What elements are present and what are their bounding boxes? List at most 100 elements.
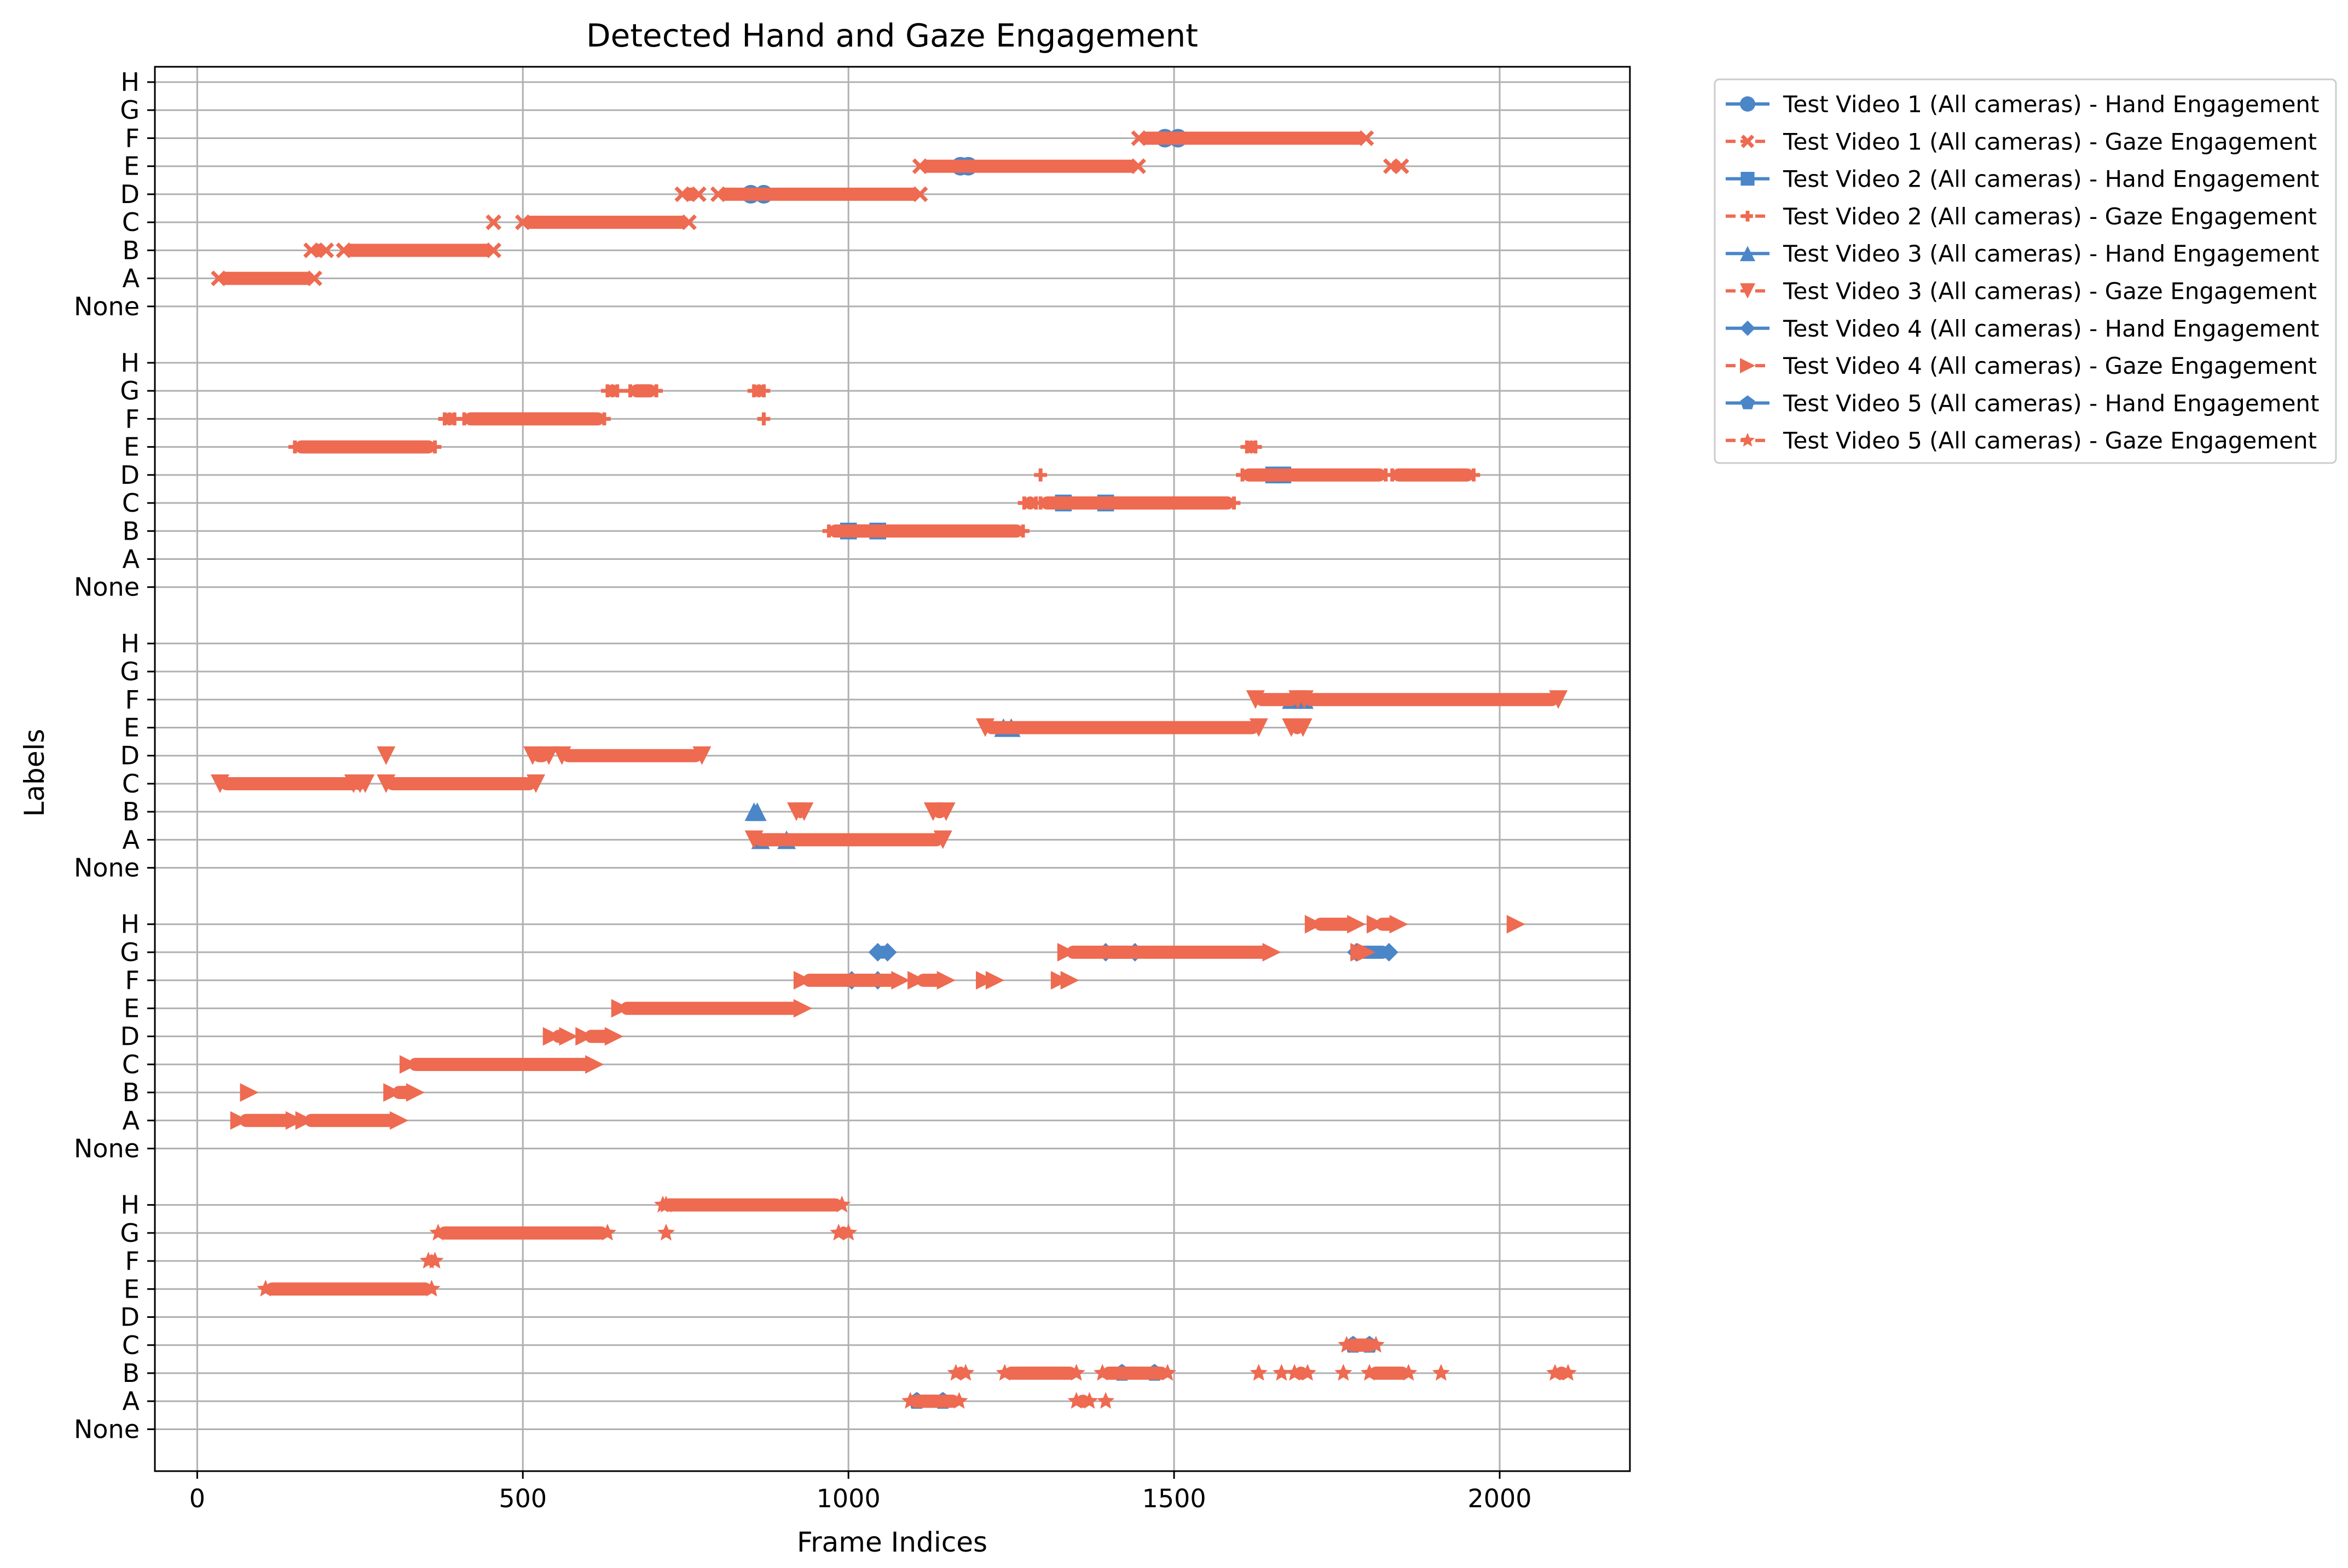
legend-marker [1740,135,1755,148]
video-3-gaze-marker [356,774,375,793]
y-tick-label: F [125,965,140,995]
video-4-gaze-segment [1066,945,1272,959]
video-1-gaze-segment [218,271,315,285]
video-5-gaze-marker [840,1223,858,1241]
video-3-gaze-marker [210,774,229,793]
y-tick-label: A [123,1386,140,1416]
video-4-gaze-marker [383,1083,402,1102]
video-3-gaze-marker [1293,718,1312,737]
video-4-gaze-series [230,915,1525,1130]
video-5-gaze-segment [910,1395,959,1408]
video-1-gaze-marker [211,270,227,286]
video-3-gaze-marker [539,746,558,765]
legend-marker [1740,432,1755,447]
legend-label: Test Video 2 (All cameras) - Hand Engage… [1783,166,2320,193]
video-4-gaze-marker [1050,971,1069,990]
legend-marker [1740,246,1755,262]
video-4-gaze-marker [793,999,812,1018]
video-3-gaze-point [377,746,396,765]
video-2-gaze-segment [1040,496,1234,510]
x-tick-label: 2000 [1467,1484,1531,1513]
legend-entry: Test Video 3 (All cameras) - Hand Engage… [1726,240,2320,267]
video-2-gaze-segment [294,440,435,454]
y-tick-label: F [125,1246,140,1276]
y-tick-label: None [74,1414,140,1444]
video-5-gaze-marker [957,1363,975,1381]
video-5-gaze-marker [429,1223,447,1241]
video-1-gaze-marker [681,214,697,230]
video-5-gaze-marker [257,1280,275,1297]
video-5-gaze-marker [1367,1335,1385,1353]
video-5-gaze-marker [1546,1363,1564,1381]
y-tick-label: B [122,797,140,826]
legend-marker [1740,172,1755,186]
video-5-gaze-marker [1067,1363,1085,1381]
video-2-gaze-marker [1016,524,1030,538]
plot-background [155,67,1630,1471]
y-tick-label: H [120,348,140,378]
video-3-gaze-marker [692,746,712,765]
legend-entry: Test Video 5 (All cameras) - Hand Engage… [1726,390,2320,416]
video-4-gaze-marker [1060,971,1079,990]
video-4-gaze-marker [285,1111,304,1130]
video-4-gaze-segment [409,1057,595,1071]
video-4-hand-marker [868,942,887,962]
video-5-gaze-marker [1360,1363,1379,1381]
video-1-gaze-segment [523,216,689,229]
video-3-gaze-marker [923,802,942,821]
video-2-gaze-segment [464,412,604,426]
y-tick-label: None [74,1134,140,1164]
video-5-gaze-segment [1369,1366,1409,1380]
legend-label: Test Video 4 (All cameras) - Hand Engage… [1783,315,2320,342]
y-tick-label: F [125,404,140,433]
legend-label: Test Video 2 (All cameras) - Gaze Engage… [1783,203,2317,230]
video-2-gaze-marker [650,384,663,398]
legend-marker [1740,395,1755,409]
video-2-gaze-marker [757,384,771,398]
video-1-gaze-series [211,130,1409,286]
legend-marker [1740,358,1755,374]
video-4-gaze-marker [936,971,956,990]
video-3-gaze-marker [377,774,396,793]
video-4-gaze-point [1506,915,1525,934]
video-2-gaze-marker [1236,468,1249,482]
video-5-gaze-point [1250,1363,1268,1381]
video-1-gaze-marker [1130,158,1147,175]
video-2-gaze-marker [1467,468,1480,482]
video-4-hand-marker [878,942,897,962]
video-3-gaze-marker [795,802,814,821]
video-2-gaze-series [288,384,1480,538]
video-1-gaze-segment [718,187,921,201]
legend-entry: Test Video 1 (All cameras) - Hand Engage… [1726,91,2320,118]
video-1-gaze-marker [1358,130,1374,146]
video-4-gaze-marker [793,971,812,990]
x-axis-label: Frame Indices [797,1526,987,1558]
y-tick-label: E [124,1274,140,1304]
y-tick-label: A [123,1106,140,1135]
video-3-gaze-segment [562,749,702,762]
y-tick-label: E [124,152,140,181]
video-1-gaze-segment [920,159,1138,173]
legend-entry: Test Video 4 (All cameras) - Gaze Engage… [1726,352,2317,379]
video-3-gaze-marker [527,774,546,793]
video-1-gaze-marker [691,186,707,202]
y-tick-label: C [122,488,140,518]
legend-label: Test Video 3 (All cameras) - Gaze Engage… [1783,278,2317,305]
y-tick-label: H [120,629,140,658]
y-tick-label: D [120,1022,140,1051]
video-2-gaze-marker [458,412,471,426]
video-3-gaze-marker [976,718,995,737]
video-2-gaze-marker [1385,468,1399,482]
y-tick-label: H [120,910,140,939]
video-5-gaze-marker [1067,1392,1085,1409]
video-3-gaze-marker [1246,690,1265,709]
video-3-gaze-marker [1549,690,1568,709]
y-tick-label: D [120,180,140,209]
video-1-gaze-marker [1393,158,1409,175]
video-2-gaze-marker [598,412,611,426]
legend-marker [1740,96,1755,112]
video-4-gaze-marker [585,1055,604,1074]
video-1-gaze-marker [514,214,531,230]
video-5-gaze-marker [1559,1363,1577,1381]
